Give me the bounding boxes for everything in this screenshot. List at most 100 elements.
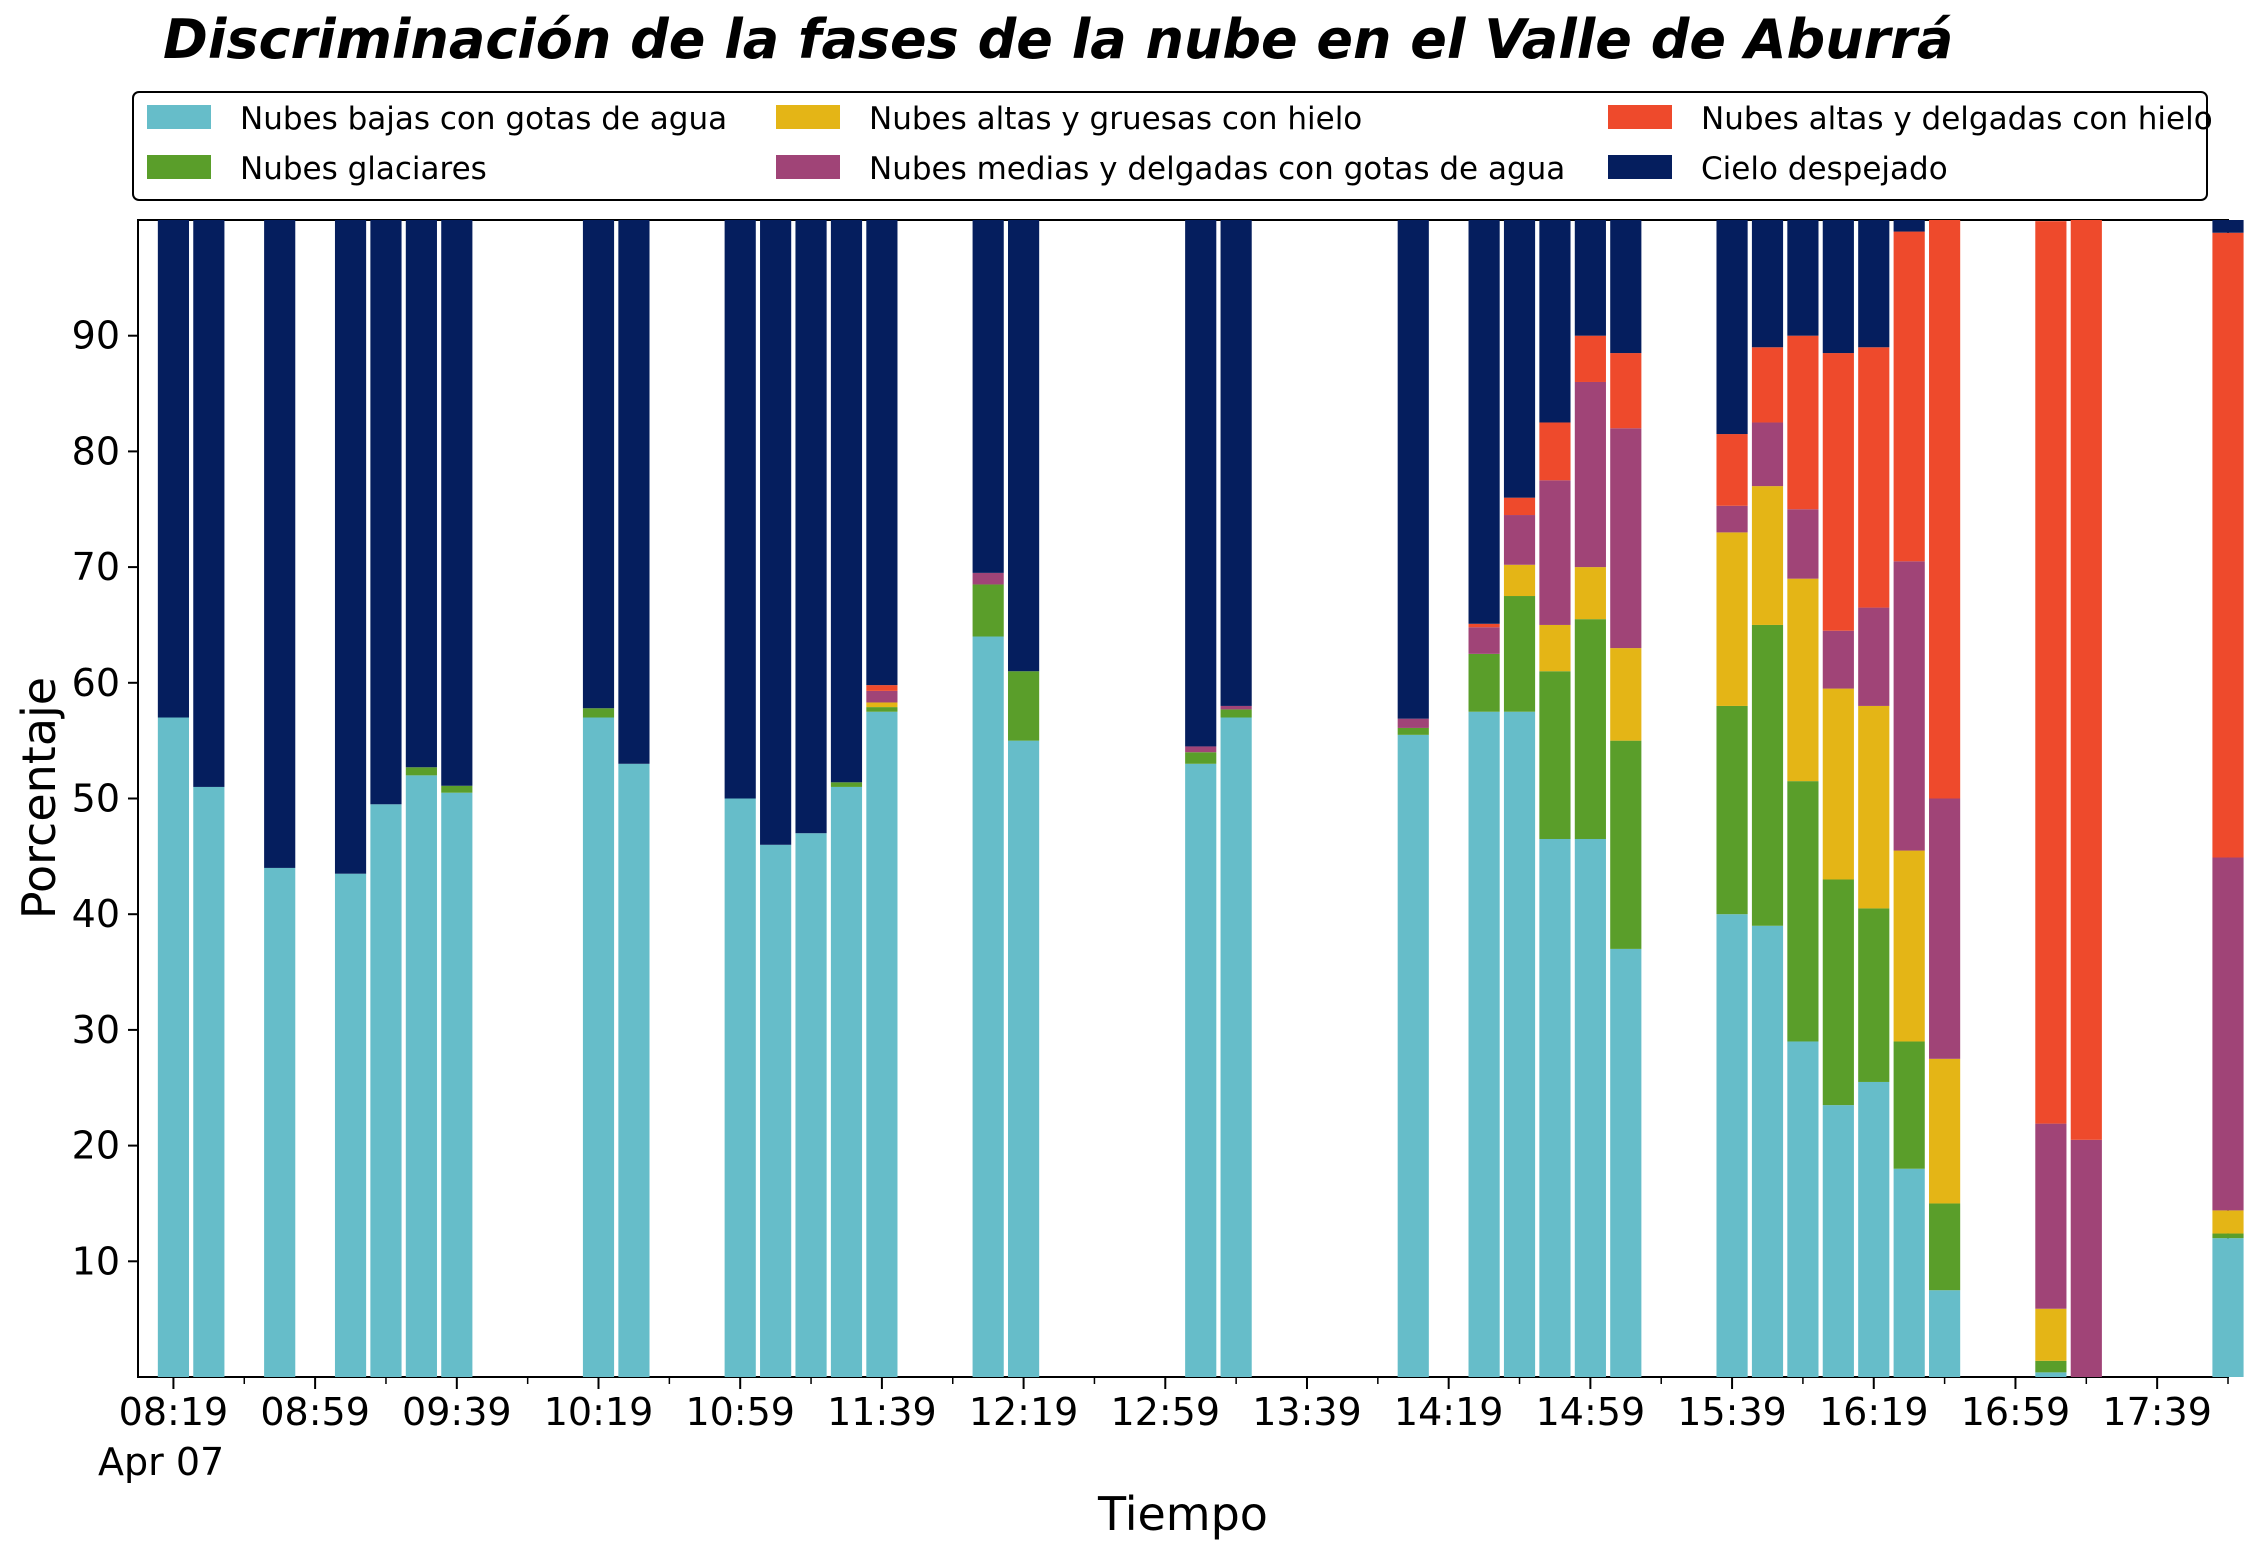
y-tick-label: 90 [72,314,120,358]
bar-segment-16-1 [1185,752,1217,764]
bar-segment-13-2 [866,702,898,708]
bar-segment-25-0 [1751,925,1784,1377]
bar-segment-30-2 [1929,1058,1961,1204]
bar-segment-23-5 [1610,220,1642,354]
bar-segment-20-1 [1503,596,1536,712]
bar-segment-20-5 [1503,220,1536,498]
bar-segment-8-5 [618,220,650,764]
bar-segment-18-5 [1397,220,1429,719]
legend-label-2: Nubes altas y gruesas con hielo [869,101,1362,137]
bar-segment-21-1 [1539,671,1571,839]
bar-segment-31-1 [2035,1360,2067,1373]
bar-segment-32-4 [2070,220,2102,1140]
bar-segment-25-3 [1751,422,1784,487]
x-tick-label: 16:59 [1961,1390,2071,1434]
bar-segment-17-5 [1220,220,1252,706]
bar-segment-19-0 [1468,711,1500,1377]
bar-segment-23-3 [1610,428,1642,649]
x-tick-label: 10:59 [685,1390,795,1434]
bar-segment-27-5 [1822,220,1854,354]
bar-segment-15-1 [1008,671,1040,741]
bar-segment-15-0 [1008,740,1040,1377]
bar-segment-19-1 [1468,653,1500,712]
bars-layer [157,220,2244,1377]
legend-label-5: Cielo despejado [1701,151,1948,187]
y-tick-label: 80 [72,429,120,473]
bar-segment-31-0 [2035,1372,2067,1377]
bar-segment-27-2 [1822,688,1854,880]
x-tick-label: 11:39 [827,1390,937,1434]
bar-segment-23-0 [1610,948,1642,1377]
legend-swatch-1 [147,155,211,179]
legend-swatch-2 [776,105,840,129]
x-tick-label: 12:59 [1111,1390,1221,1434]
legend-swatch-0 [147,105,211,129]
bar-segment-28-2 [1858,705,1890,909]
x-tick-label: 14:59 [1536,1390,1646,1434]
bar-segment-23-2 [1610,648,1642,741]
bar-segment-11-0 [795,833,827,1377]
legend-label-3: Nubes medias y delgadas con gotas de agu… [869,151,1565,187]
bar-segment-6-0 [441,792,473,1377]
legend-box [132,91,2208,201]
bar-segment-11-5 [795,220,827,834]
bar-segment-13-4 [866,685,898,691]
bar-segment-24-0 [1716,914,1748,1377]
bar-segment-20-0 [1503,711,1536,1377]
bar-segment-20-4 [1503,497,1536,516]
bar-segment-28-4 [1858,347,1890,608]
bar-segment-12-1 [830,782,863,787]
bar-segment-25-2 [1751,486,1784,625]
legend-swatch-5 [1608,155,1672,179]
bar-segment-33-5 [2212,220,2244,233]
legend-label-0: Nubes bajas con gotas de agua [240,101,727,137]
bar-segment-14-5 [972,220,1004,573]
bar-segment-18-3 [1397,718,1429,728]
x-tick-label: 12:19 [969,1390,1079,1434]
bar-segment-7-5 [582,220,615,709]
bar-segment-21-5 [1539,220,1571,423]
bar-segment-28-0 [1858,1081,1890,1377]
x-axis-label: Tiempo [1097,1487,1268,1541]
x-tick-label: 08:59 [260,1390,370,1434]
x-tick-label: 15:39 [1677,1390,1787,1434]
bar-segment-31-2 [2035,1308,2067,1361]
bar-segment-13-5 [866,220,898,686]
bar-segment-22-5 [1574,220,1606,336]
bar-segment-9-0 [724,798,756,1377]
bar-segment-29-1 [1893,1041,1925,1169]
bar-segment-26-4 [1787,335,1819,510]
bar-segment-29-0 [1893,1168,1925,1377]
bar-segment-23-4 [1610,353,1642,429]
y-tick-label: 10 [72,1239,120,1283]
bar-segment-32-3 [2070,1139,2102,1377]
x-tick-label: 10:19 [544,1390,654,1434]
bar-segment-4-5 [370,220,402,805]
bar-segment-30-4 [1929,220,1961,799]
bar-segment-3-5 [334,220,367,874]
bar-segment-14-3 [972,572,1004,585]
bar-segment-6-5 [441,220,473,786]
bar-segment-16-3 [1185,746,1217,753]
bar-segment-27-1 [1822,879,1854,1106]
bar-segment-29-2 [1893,850,1925,1042]
bar-segment-20-2 [1503,564,1536,597]
bar-segment-19-3 [1468,627,1500,654]
y-axis-label: Porcentaje [12,677,66,919]
bar-segment-30-0 [1929,1290,1961,1377]
bar-segment-14-0 [972,636,1004,1377]
bar-segment-30-1 [1929,1203,1961,1291]
bar-segment-16-5 [1185,220,1217,747]
bar-segment-8-0 [618,763,650,1377]
bar-segment-12-0 [830,786,863,1377]
y-axis: 10 20 30 40 50 60 70 80 90 [72,314,138,1283]
bar-segment-3-0 [334,873,367,1377]
bar-segment-21-2 [1539,624,1571,672]
bar-segment-1-5 [193,220,225,787]
bar-segment-33-1 [2212,1233,2244,1239]
bar-segment-26-0 [1787,1041,1819,1377]
bar-segment-17-1 [1220,709,1252,718]
x-tick-label: 09:39 [402,1390,512,1434]
bar-segment-23-1 [1610,740,1642,949]
